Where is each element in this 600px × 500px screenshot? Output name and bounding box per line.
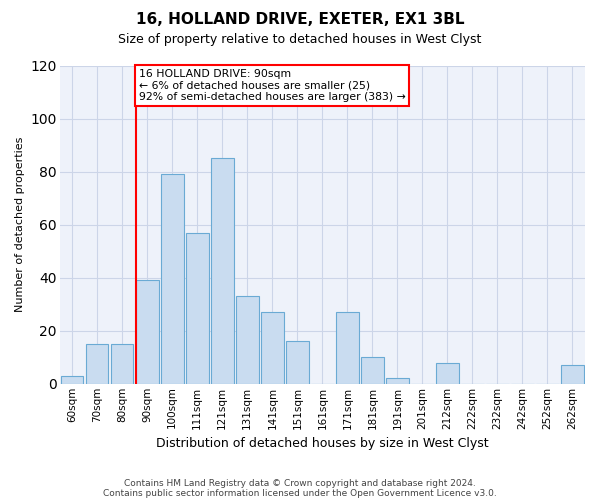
Y-axis label: Number of detached properties: Number of detached properties	[15, 137, 25, 312]
X-axis label: Distribution of detached houses by size in West Clyst: Distribution of detached houses by size …	[156, 437, 488, 450]
Bar	[386, 378, 409, 384]
Bar	[86, 344, 109, 384]
Bar	[186, 232, 209, 384]
Bar	[136, 280, 158, 384]
Bar	[361, 357, 383, 384]
Text: Contains public sector information licensed under the Open Government Licence v3: Contains public sector information licen…	[103, 488, 497, 498]
Bar	[286, 342, 308, 384]
Bar	[111, 344, 133, 384]
Bar	[61, 376, 83, 384]
Bar	[236, 296, 259, 384]
Text: 16, HOLLAND DRIVE, EXETER, EX1 3BL: 16, HOLLAND DRIVE, EXETER, EX1 3BL	[136, 12, 464, 28]
Bar	[261, 312, 284, 384]
Text: Contains HM Land Registry data © Crown copyright and database right 2024.: Contains HM Land Registry data © Crown c…	[124, 478, 476, 488]
Bar	[211, 158, 233, 384]
Text: 16 HOLLAND DRIVE: 90sqm
← 6% of detached houses are smaller (25)
92% of semi-det: 16 HOLLAND DRIVE: 90sqm ← 6% of detached…	[139, 68, 406, 102]
Bar	[436, 362, 458, 384]
Bar	[161, 174, 184, 384]
Bar	[561, 365, 584, 384]
Bar	[336, 312, 359, 384]
Text: Size of property relative to detached houses in West Clyst: Size of property relative to detached ho…	[118, 32, 482, 46]
